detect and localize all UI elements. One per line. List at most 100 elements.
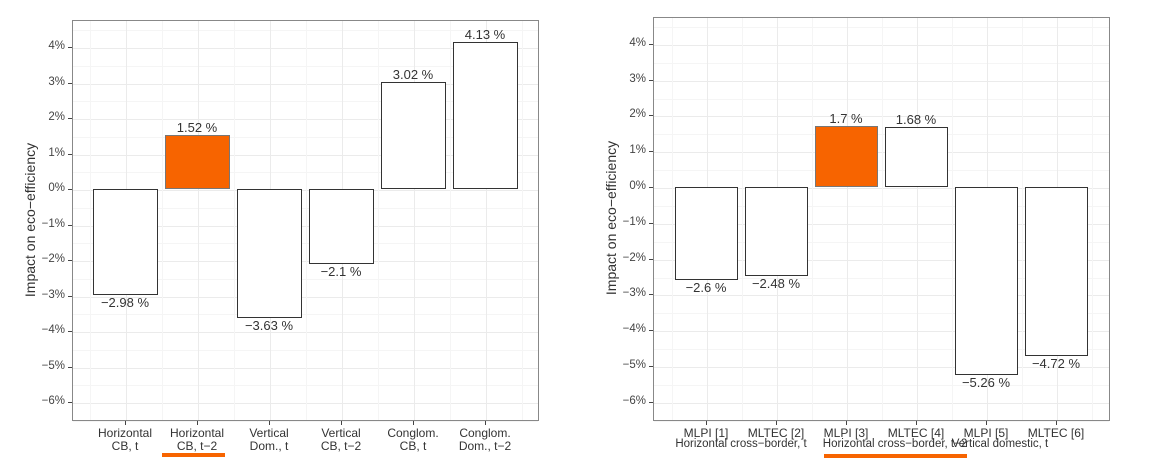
bar-highlighted [164, 135, 230, 189]
y-tick-label: 3% [48, 75, 65, 88]
x-tick-mark [916, 421, 917, 425]
gridline-vertical-minor [162, 21, 163, 420]
bar [674, 187, 738, 281]
bar [92, 189, 158, 295]
gridline-horizontal [654, 402, 1109, 404]
x-category-label: MLTEC [2] [747, 426, 805, 440]
gridline-horizontal [654, 170, 1109, 172]
y-tick-label: 4% [48, 40, 65, 52]
gridline-horizontal [654, 420, 1109, 422]
gridline-horizontal [654, 44, 1109, 46]
gridline-vertical [917, 18, 918, 420]
bar-value-label: 3.02 % [392, 66, 434, 82]
gridline-horizontal [73, 225, 538, 227]
gridline-horizontal [654, 223, 1109, 225]
gridline-horizontal [654, 295, 1109, 297]
x-tick-mark [413, 421, 414, 425]
gridline-vertical [486, 21, 487, 420]
gridline-horizontal [654, 152, 1109, 154]
x-tick-mark [269, 421, 270, 425]
y-tick-label: 0% [48, 182, 65, 194]
gridline-vertical-minor [1022, 18, 1023, 420]
y-tick-label: 1% [629, 144, 646, 157]
y-tick-mark [68, 189, 72, 190]
gridline-horizontal [654, 98, 1109, 100]
gridline-horizontal [73, 207, 538, 209]
gridline-horizontal [73, 420, 538, 422]
x-category-label: Vertical CB, t−2 [320, 426, 362, 453]
gridline-vertical-minor [742, 18, 743, 420]
x-category-label: MLTEC [4] [887, 426, 945, 440]
gridline-horizontal [73, 367, 538, 369]
y-tick-label: −3% [41, 288, 65, 301]
x-category-label: Conglom. Dom., t−2 [458, 426, 512, 453]
y-tick-mark [649, 79, 653, 81]
y-tick-label: −5% [622, 359, 646, 371]
x-tick-mark [341, 421, 342, 425]
x-tick-mark [197, 421, 198, 425]
gridline-vertical [414, 21, 415, 420]
x-tick-mark [125, 421, 126, 425]
gridline-horizontal [73, 119, 538, 120]
gridline-horizontal [73, 349, 538, 351]
y-tick-label: −1% [41, 217, 65, 230]
gridline-horizontal [654, 205, 1109, 207]
y-tick-mark [649, 115, 653, 117]
y-tick-mark [68, 224, 72, 226]
y-tick-label: −4% [622, 323, 646, 336]
gridline-vertical-minor [306, 21, 307, 420]
y-tick-label: −2% [622, 251, 646, 264]
bar-value-label: 1.52 % [176, 120, 218, 136]
y-tick-mark [68, 153, 72, 155]
gridline-horizontal [654, 331, 1109, 333]
y-tick-mark [649, 258, 653, 260]
bar [744, 187, 808, 276]
gridline-horizontal [73, 48, 538, 49]
bar-value-label: 1.7 % [829, 111, 863, 127]
y-tick-mark [649, 43, 653, 45]
bar-value-label: −2.98 % [100, 294, 150, 310]
y-tick-label: 2% [48, 111, 65, 123]
y-tick-mark [68, 295, 72, 297]
bar-value-label: 1.68 % [895, 111, 937, 127]
x-category-label: Conglom. CB, t [387, 426, 439, 453]
bar-value-label: −2.48 % [751, 275, 801, 291]
y-tick-label: 4% [629, 36, 646, 49]
y-tick-label: 1% [48, 146, 65, 159]
y-tick-label: 2% [629, 108, 646, 121]
gridline-horizontal [73, 83, 538, 85]
x-category-label: MLTEC [6] [1027, 426, 1085, 440]
gridline-horizontal [654, 80, 1109, 82]
gridline-horizontal [73, 136, 538, 138]
gridline-vertical-minor [450, 21, 451, 420]
x-tick-mark [986, 421, 987, 425]
gridline-horizontal [654, 367, 1109, 368]
gridline-vertical-minor [812, 18, 813, 420]
bar-value-label: −5.26 % [961, 375, 1011, 391]
y-tick-mark [649, 294, 653, 296]
gridline-horizontal [654, 349, 1109, 351]
gridline-vertical-minor [234, 21, 235, 420]
group-label-horizontal-cb-t2: Horizontal cross−border, t−2 [822, 438, 968, 450]
x-category-label: Horizontal CB, t−2 [169, 426, 225, 453]
right-highlight-underline [824, 454, 967, 458]
gridline-horizontal [654, 116, 1109, 118]
gridline-vertical-minor [672, 18, 673, 420]
y-tick-mark [68, 260, 72, 261]
gridline-horizontal [73, 403, 538, 404]
bar [1024, 187, 1088, 356]
gridline-horizontal [73, 261, 538, 262]
gridline-horizontal [654, 188, 1109, 189]
left-highlight-underline [162, 453, 225, 457]
gridline-vertical-minor [882, 18, 883, 420]
gridline-horizontal [73, 332, 538, 333]
y-tick-label: −6% [41, 395, 65, 407]
y-tick-mark [68, 331, 72, 332]
gridline-horizontal [73, 385, 538, 387]
gridline-horizontal [73, 65, 538, 67]
y-tick-label: 3% [629, 72, 646, 85]
x-category-label: MLPI [1] [683, 426, 729, 440]
x-tick-mark [846, 421, 847, 425]
bar [452, 42, 518, 189]
y-tick-label: −2% [41, 253, 65, 265]
